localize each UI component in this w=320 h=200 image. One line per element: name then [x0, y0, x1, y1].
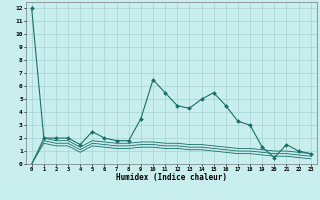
X-axis label: Humidex (Indice chaleur): Humidex (Indice chaleur) [116, 173, 227, 182]
